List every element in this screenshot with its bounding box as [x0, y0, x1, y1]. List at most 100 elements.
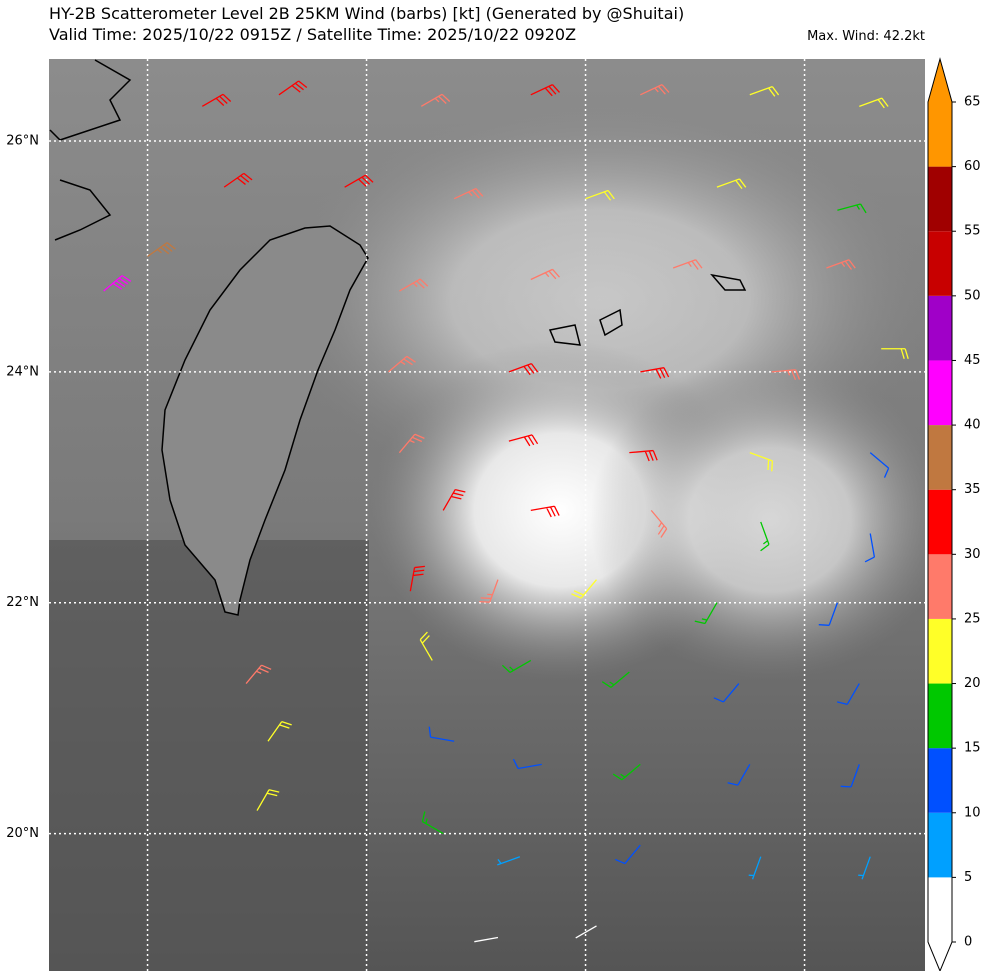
- wind-barb: [837, 203, 867, 214]
- wind-barb: [479, 579, 499, 603]
- wind-barb: [442, 488, 466, 511]
- colorbar-label: 55: [964, 224, 981, 239]
- wind-barb: [771, 369, 801, 381]
- dark-sea: [49, 540, 369, 971]
- colorbar-segment: [928, 489, 952, 555]
- colorbar-label: 10: [964, 805, 981, 820]
- wind-barb: [245, 664, 272, 684]
- wind-barb: [615, 844, 641, 865]
- wind-barb: [508, 434, 539, 447]
- wind-barb: [223, 172, 253, 188]
- colorbar-extend: [928, 59, 952, 102]
- wind-barb: [530, 84, 560, 97]
- wind-barb: [256, 789, 280, 811]
- wind-barb: [760, 521, 770, 552]
- islands: [548, 273, 747, 346]
- colorbar-lower: [928, 942, 952, 971]
- lat-label: 24°N: [6, 364, 39, 379]
- wind-barb: [571, 579, 597, 599]
- colorbar-segment: [928, 425, 952, 490]
- wind-barb: [267, 720, 292, 742]
- colorbar-segment: [928, 166, 952, 232]
- wind-barb: [201, 93, 232, 107]
- wind-barb: [840, 764, 860, 788]
- cloud-east: [590, 360, 925, 680]
- wind-barb: [864, 533, 876, 563]
- colorbar-segment: [928, 554, 952, 619]
- wind-barb: [716, 178, 747, 190]
- colorbar-label: 50: [964, 288, 981, 303]
- colorbar-segment: [928, 748, 952, 813]
- wind-barb: [530, 505, 560, 518]
- wind-barb: [601, 671, 630, 688]
- wind-barb: [501, 659, 532, 674]
- colorbar-label: 25: [964, 611, 981, 626]
- wind-barb: [881, 348, 909, 359]
- wind-barb: [640, 84, 670, 96]
- wind-barb: [428, 726, 455, 742]
- wind-barb: [512, 758, 542, 770]
- wind-barb: [748, 856, 762, 880]
- colorbar-segment: [928, 295, 952, 361]
- wind-barb: [749, 85, 780, 97]
- max-wind: Max. Wind: 42.2kt: [807, 29, 925, 44]
- lat-label: 26°N: [6, 133, 39, 148]
- colorbar-segment: [928, 231, 952, 296]
- wind-barb: [453, 187, 484, 200]
- wind-barb: [508, 363, 539, 376]
- wind-barb: [869, 452, 890, 478]
- colorbar-label: 45: [964, 353, 981, 368]
- wind-barb: [278, 80, 308, 96]
- wind-barb: [612, 763, 641, 781]
- wind-barb: [859, 97, 889, 109]
- barbs: [103, 80, 909, 943]
- colorbar-label: 15: [964, 741, 981, 756]
- wind-barb: [420, 93, 451, 107]
- colorbar: 0 5 10 15 20 25 30 35 40 45 50 55 60 65: [927, 57, 981, 971]
- wind-barb: [727, 764, 751, 786]
- wind-barb: [858, 856, 871, 880]
- wind-barb: [419, 631, 433, 661]
- wind-barb: [713, 683, 740, 703]
- wind-barb: [388, 355, 416, 373]
- wind-barb: [629, 449, 658, 462]
- colorbar-label: 5: [964, 870, 972, 885]
- colorbar-label: 35: [964, 482, 981, 497]
- map-area: [49, 59, 925, 971]
- wind-barb: [836, 683, 860, 705]
- china-coast: [49, 59, 132, 241]
- colorbar-label: 60: [964, 159, 981, 174]
- colorbar-label: 30: [964, 547, 981, 562]
- colorbar-label: 65: [964, 95, 981, 110]
- wind-barb: [585, 189, 615, 201]
- wind-barb: [826, 259, 856, 270]
- colorbar-label: 20: [964, 676, 981, 691]
- wind-barb: [694, 602, 718, 625]
- lat-labels: 26°N 24°N 22°N 20°N: [6, 133, 39, 841]
- colorbar-segment: [928, 877, 952, 942]
- wind-barb: [640, 367, 670, 379]
- wind-barb: [474, 936, 499, 943]
- wind-barb: [672, 259, 703, 270]
- wind-barb: [818, 602, 839, 626]
- subtitle: Valid Time: 2025/10/22 0915Z / Satellite…: [49, 25, 576, 44]
- wind-barb: [409, 565, 425, 592]
- wind-barb: [421, 811, 444, 835]
- taiwan-coast: [161, 225, 369, 616]
- wind-barb: [749, 452, 774, 472]
- wind-barb: [497, 856, 521, 866]
- title: HY-2B Scatterometer Level 2B 25KM Wind (…: [49, 4, 684, 23]
- colorbar-segment: [928, 618, 952, 684]
- colorbar-segment: [928, 812, 952, 878]
- colorbar-segment: [928, 102, 952, 167]
- colorbar-segment: [928, 360, 952, 426]
- wind-barb: [399, 278, 429, 292]
- wind-barb: [575, 925, 597, 939]
- colorbar-label: 40: [964, 418, 981, 433]
- lat-label: 22°N: [6, 595, 39, 610]
- wind-barb: [147, 242, 176, 257]
- colorbar-segment: [928, 683, 952, 749]
- wind-barb: [344, 174, 374, 188]
- wind-barb: [530, 268, 560, 281]
